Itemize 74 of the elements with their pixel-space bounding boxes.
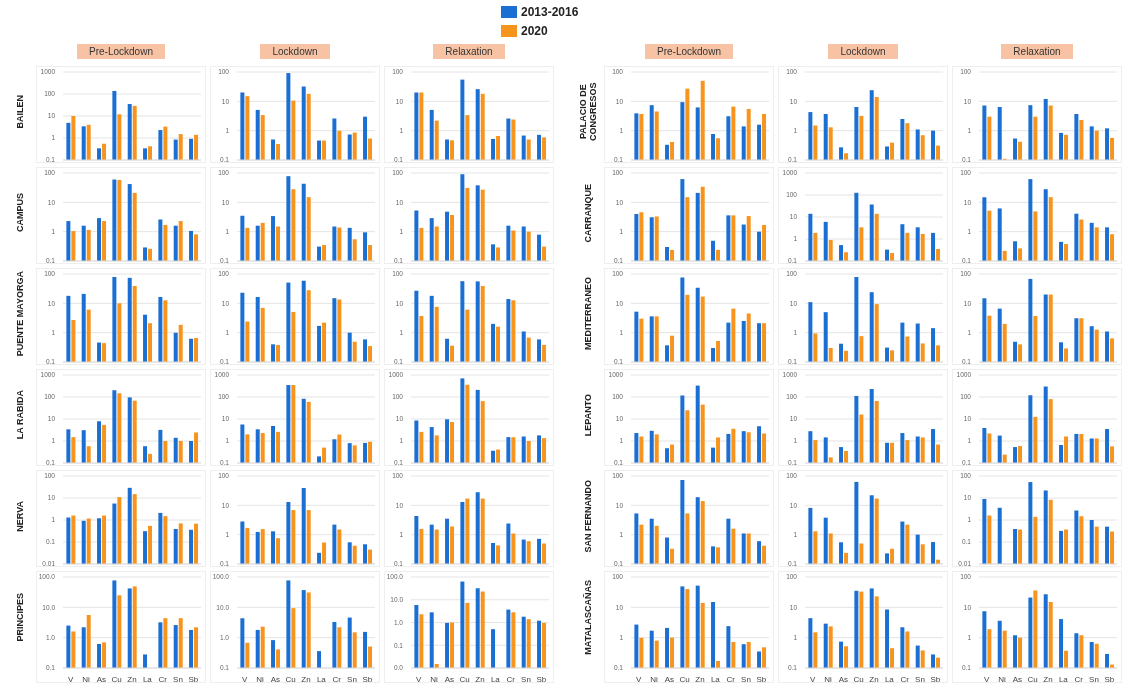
- x-tick-label: Cr: [506, 674, 516, 684]
- x-tick-label: La: [142, 674, 153, 684]
- chart-title: Relaxation: [1001, 44, 1073, 59]
- x-tick-label: Cu: [853, 674, 864, 684]
- chart-title: Relaxation: [433, 44, 505, 59]
- x-tick-label: Sb: [756, 674, 767, 684]
- x-tick-label: Ni: [82, 674, 90, 684]
- x-tick-label: Zn: [695, 674, 705, 684]
- y-axis-title: NERVA: [15, 500, 25, 532]
- x-tick-label: Sn: [347, 674, 357, 684]
- x-tick-label: Cu: [459, 674, 470, 684]
- x-tick-label: Zn: [475, 674, 485, 684]
- x-tick-label: Ni: [430, 674, 438, 684]
- x-tick-label: Ni: [650, 674, 658, 684]
- x-tick-label: V: [983, 674, 990, 684]
- chart-title: Pre-Lockdown: [645, 44, 733, 59]
- x-tick-label: V: [415, 674, 422, 684]
- y-axis-title: PRINCIPES: [15, 592, 25, 642]
- x-tick-label: As: [270, 674, 281, 684]
- x-tick-label: Cr: [158, 674, 168, 684]
- x-tick-label: Ni: [256, 674, 264, 684]
- x-tick-label: Cr: [332, 674, 342, 684]
- x-tick-label: Ni: [998, 674, 1006, 684]
- x-tick-label: La: [710, 674, 721, 684]
- x-tick-label: Sb: [536, 674, 547, 684]
- x-tick-label: V: [635, 674, 642, 684]
- x-tick-label: V: [67, 674, 74, 684]
- x-tick-label: Sb: [1104, 674, 1115, 684]
- y-axis-title: BAILEN: [15, 95, 25, 129]
- x-tick-label: Sn: [915, 674, 925, 684]
- y-axis-title: SAN FERNANDO: [583, 479, 593, 553]
- x-tick-label: Zn: [1043, 674, 1053, 684]
- chart-title: Lockdown: [260, 44, 330, 59]
- x-tick-label: Zn: [869, 674, 879, 684]
- y-axis-title: CAMPUS: [15, 193, 25, 233]
- x-tick-label: As: [838, 674, 849, 684]
- chart-title: Lockdown: [828, 44, 898, 59]
- y-axis-title: MEDITERRANEO: [583, 277, 593, 351]
- y-axis-title: LA RABIDA: [15, 390, 25, 440]
- x-tick-label: Ni: [824, 674, 832, 684]
- legend-label: 2020: [521, 24, 548, 38]
- x-tick-label: Sn: [521, 674, 531, 684]
- x-tick-label: Sn: [1089, 674, 1099, 684]
- x-tick-label: V: [809, 674, 816, 684]
- x-tick-label: La: [490, 674, 501, 684]
- x-tick-label: As: [1012, 674, 1023, 684]
- x-tick-label: La: [1058, 674, 1069, 684]
- x-tick-label: La: [884, 674, 895, 684]
- x-tick-label: Cr: [1074, 674, 1084, 684]
- x-tick-label: As: [96, 674, 107, 684]
- y-axis-title: LEPANTO: [583, 393, 593, 437]
- x-tick-label: As: [664, 674, 675, 684]
- x-tick-label: La: [316, 674, 327, 684]
- x-tick-label: Zn: [301, 674, 311, 684]
- x-tick-label: Sn: [173, 674, 183, 684]
- y-axis-title: PALACIO DE CONGRESOS: [578, 81, 598, 144]
- y-axis-title: MATALASCAÑAS: [583, 579, 593, 655]
- legend-label: 2013-2016: [521, 5, 579, 19]
- x-tick-label: Cu: [111, 674, 122, 684]
- y-axis-title: CARRANQUE: [583, 183, 593, 243]
- x-tick-label: Cu: [679, 674, 690, 684]
- chart-title: Pre-Lockdown: [77, 44, 165, 59]
- x-tick-label: Cu: [1027, 674, 1038, 684]
- x-tick-label: Zn: [127, 674, 137, 684]
- x-tick-label: Sb: [362, 674, 373, 684]
- x-tick-label: Cu: [285, 674, 296, 684]
- x-tick-label: V: [241, 674, 248, 684]
- y-axis-title: PUENTE MAYORGA: [15, 271, 25, 357]
- x-tick-label: Sb: [930, 674, 941, 684]
- x-tick-label: As: [444, 674, 455, 684]
- x-tick-label: Sb: [188, 674, 199, 684]
- x-tick-label: Cr: [900, 674, 910, 684]
- x-tick-label: Cr: [726, 674, 736, 684]
- x-tick-label: Sn: [741, 674, 751, 684]
